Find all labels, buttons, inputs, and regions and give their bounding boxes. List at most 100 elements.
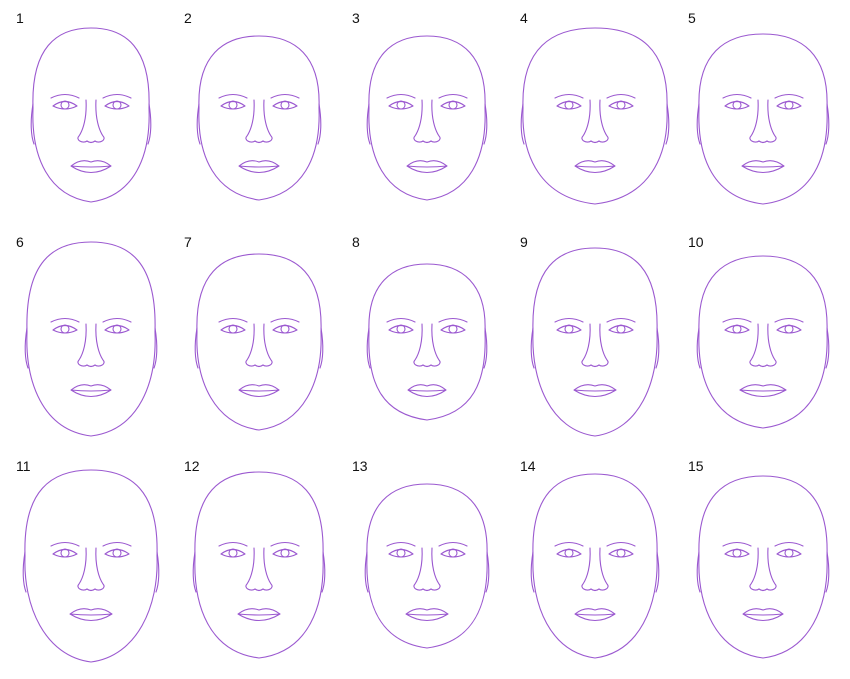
- face-panel: 10: [672, 228, 840, 448]
- face-panel: 15: [672, 452, 840, 672]
- face-number: 14: [520, 458, 536, 474]
- brow-left: [218, 541, 248, 547]
- eye-right: [776, 100, 802, 110]
- eye-left: [724, 548, 750, 558]
- brow-right: [102, 317, 132, 323]
- eye-left: [556, 324, 582, 334]
- eye-left: [388, 100, 414, 110]
- face-outline-drawing: [192, 471, 326, 659]
- eye-right: [440, 324, 466, 334]
- brow-left: [218, 93, 248, 99]
- eye-right: [608, 548, 634, 558]
- ear-left: [696, 551, 701, 593]
- mouth: [70, 160, 112, 174]
- iris-left: [60, 324, 70, 334]
- ear-left: [696, 103, 701, 145]
- ear-left: [192, 551, 197, 593]
- face-panel: 7: [168, 228, 336, 448]
- mouth: [573, 384, 617, 398]
- iris-right: [616, 100, 626, 110]
- face-outline-drawing: [22, 469, 160, 663]
- face-outline-drawing: [194, 253, 324, 431]
- nose: [581, 99, 609, 144]
- iris-left: [60, 100, 70, 110]
- head-outline: [698, 255, 828, 429]
- mouth: [739, 384, 787, 398]
- head-outline: [368, 263, 486, 421]
- face-number: 13: [352, 458, 368, 474]
- head-outline: [32, 27, 150, 203]
- face-panel: 14: [504, 452, 672, 672]
- iris-left: [228, 324, 238, 334]
- ear-left: [196, 103, 201, 145]
- nose: [245, 99, 273, 144]
- brow-right: [270, 541, 300, 547]
- face-outline-drawing: [696, 475, 830, 659]
- eye-left: [220, 324, 246, 334]
- face-number: 10: [688, 234, 704, 250]
- mouth: [406, 160, 448, 174]
- iris-left: [396, 324, 406, 334]
- head-outline: [24, 469, 158, 663]
- ear-right: [655, 551, 660, 593]
- iris-right: [616, 548, 626, 558]
- iris-left: [396, 100, 406, 110]
- nose: [77, 323, 105, 368]
- ear-left: [30, 103, 35, 145]
- face-outline-drawing: [696, 33, 830, 205]
- ear-right: [153, 327, 158, 369]
- iris-right: [784, 100, 794, 110]
- eye-right: [776, 324, 802, 334]
- ear-right: [655, 327, 660, 369]
- eye-right: [272, 100, 298, 110]
- ear-right: [155, 551, 160, 593]
- iris-left: [60, 548, 70, 558]
- face-outline-drawing: [30, 27, 152, 203]
- face-outline-drawing: [196, 35, 322, 201]
- head-outline: [532, 247, 658, 437]
- mouth: [238, 160, 280, 174]
- iris-left: [732, 100, 742, 110]
- brow-left: [386, 93, 416, 99]
- nose: [581, 547, 609, 592]
- nose: [749, 323, 777, 368]
- eye-right: [272, 324, 298, 334]
- face-number: 8: [352, 234, 360, 250]
- eye-right: [776, 548, 802, 558]
- eye-left: [724, 100, 750, 110]
- mouth: [405, 608, 449, 622]
- brow-right: [270, 93, 300, 99]
- face-number: 2: [184, 10, 192, 26]
- ear-left: [530, 327, 535, 369]
- brow-left: [722, 541, 752, 547]
- eye-left: [220, 100, 246, 110]
- iris-right: [784, 548, 794, 558]
- ear-left: [24, 327, 29, 369]
- face-panel: 1: [0, 4, 168, 224]
- ear-right: [319, 327, 324, 369]
- brow-right: [438, 541, 468, 547]
- iris-right: [280, 548, 290, 558]
- iris-right: [280, 324, 290, 334]
- head-outline: [198, 35, 320, 201]
- ear-right: [825, 551, 830, 593]
- head-outline: [196, 253, 322, 431]
- iris-left: [396, 548, 406, 558]
- brow-left: [554, 93, 584, 99]
- mouth: [70, 384, 112, 398]
- head-outline: [532, 473, 658, 659]
- brow-right: [102, 541, 132, 547]
- eye-right: [104, 100, 130, 110]
- ear-right: [825, 103, 830, 145]
- eye-left: [388, 324, 414, 334]
- face-number: 6: [16, 234, 24, 250]
- ear-left: [520, 103, 525, 145]
- head-outline: [366, 483, 488, 649]
- eye-right: [104, 324, 130, 334]
- head-outline: [194, 471, 324, 659]
- eye-right: [608, 100, 634, 110]
- ear-right: [483, 327, 488, 369]
- iris-left: [228, 100, 238, 110]
- brow-left: [722, 93, 752, 99]
- brow-left: [50, 541, 80, 547]
